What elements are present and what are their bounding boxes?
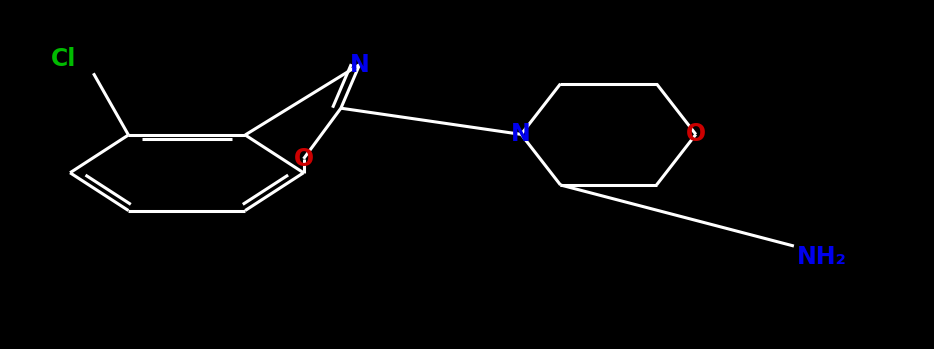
Text: O: O	[293, 147, 314, 171]
Text: N: N	[349, 53, 370, 76]
Text: O: O	[686, 122, 706, 146]
Text: NH₂: NH₂	[797, 245, 847, 268]
Text: N: N	[511, 122, 531, 146]
Text: Cl: Cl	[51, 47, 77, 71]
